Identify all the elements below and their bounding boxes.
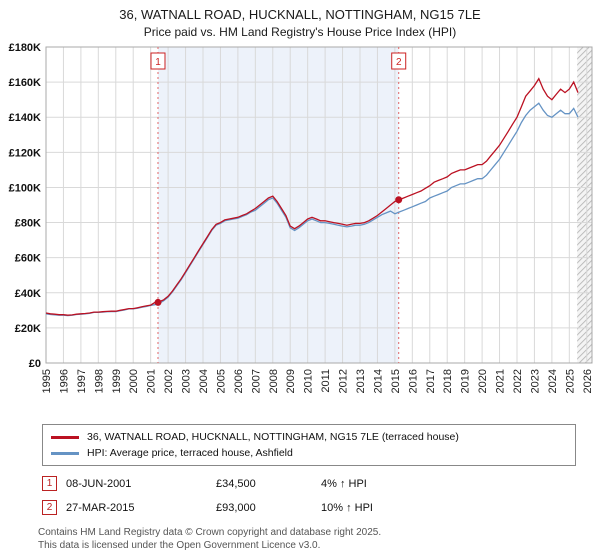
svg-text:2003: 2003 [181, 369, 193, 393]
svg-text:2021: 2021 [495, 369, 507, 393]
transaction-row: 1 08-JUN-2001 £34,500 4% ↑ HPI [42, 476, 600, 491]
page-subtitle: Price paid vs. HM Land Registry's House … [143, 25, 457, 39]
hpi-line-swatch [51, 451, 79, 455]
legend-label-hpi: HPI: Average price, terraced house, Ashf… [87, 447, 293, 459]
license-note: Contains HM Land Registry data © Crown c… [38, 527, 600, 552]
svg-text:2001: 2001 [146, 369, 158, 393]
svg-text:2012: 2012 [338, 369, 350, 393]
svg-text:1995: 1995 [41, 369, 53, 393]
svg-text:1996: 1996 [58, 369, 70, 393]
sale-annotation-box [391, 52, 407, 70]
svg-text:2017: 2017 [425, 369, 437, 393]
sale-point [154, 298, 162, 306]
transaction-2-marker: 2 [42, 500, 57, 515]
svg-text:£120K: £120K [9, 147, 41, 159]
svg-text:2014: 2014 [372, 369, 384, 393]
sale-annotation-box [150, 52, 166, 70]
svg-text:£100K: £100K [9, 182, 41, 194]
svg-text:1: 1 [155, 57, 161, 68]
svg-text:1998: 1998 [93, 369, 105, 393]
transaction-1-marker: 1 [42, 476, 57, 491]
svg-text:2018: 2018 [442, 369, 454, 393]
svg-text:£0: £0 [29, 358, 41, 370]
svg-text:2013: 2013 [355, 369, 367, 393]
svg-text:2000: 2000 [128, 369, 140, 393]
svg-text:2022: 2022 [512, 369, 524, 393]
transaction-list: 1 08-JUN-2001 £34,500 4% ↑ HPI 2 27-MAR-… [42, 476, 600, 515]
legend-label-property: 36, WATNALL ROAD, HUCKNALL, NOTTINGHAM, … [87, 431, 459, 443]
svg-text:2006: 2006 [233, 369, 245, 393]
svg-text:£160K: £160K [9, 77, 41, 89]
svg-text:£180K: £180K [9, 42, 41, 54]
svg-text:2023: 2023 [529, 369, 541, 393]
svg-text:1999: 1999 [111, 369, 123, 393]
svg-text:2010: 2010 [303, 369, 315, 393]
svg-text:1997: 1997 [76, 369, 88, 393]
svg-text:2009: 2009 [285, 369, 297, 393]
chart-legend: 36, WATNALL ROAD, HUCKNALL, NOTTINGHAM, … [42, 424, 576, 466]
svg-text:£40K: £40K [15, 288, 41, 300]
svg-text:£80K: £80K [15, 218, 41, 230]
transaction-1-delta: 4% ↑ HPI [321, 477, 367, 490]
transaction-2-date: 27-MAR-2015 [66, 501, 135, 514]
property-line-swatch [51, 435, 79, 439]
svg-text:2016: 2016 [407, 369, 419, 393]
svg-text:2002: 2002 [163, 369, 175, 393]
svg-text:£60K: £60K [15, 253, 41, 265]
transaction-2-delta: 10% ↑ HPI [321, 501, 373, 514]
legend-item-property: 36, WATNALL ROAD, HUCKNALL, NOTTINGHAM, … [51, 429, 567, 445]
legend-item-hpi: HPI: Average price, terraced house, Ashf… [51, 445, 567, 461]
svg-text:2005: 2005 [215, 369, 227, 393]
svg-text:2004: 2004 [198, 369, 210, 393]
price-paid-line [45, 77, 579, 316]
transaction-row: 2 27-MAR-2015 £93,000 10% ↑ HPI [42, 500, 600, 515]
svg-text:2026: 2026 [582, 369, 594, 393]
license-line-1: Contains HM Land Registry data © Crown c… [38, 527, 382, 538]
svg-text:2015: 2015 [390, 369, 402, 393]
svg-text:2019: 2019 [460, 369, 472, 393]
svg-text:2020: 2020 [477, 369, 489, 393]
price-history-chart: 1 2 £0 £20K £40K £60K £80K £100K £120K £140K £160K… [9, 42, 594, 393]
transaction-2-price: £93,000 [216, 501, 256, 514]
svg-text:2: 2 [396, 57, 402, 68]
plot-border [45, 46, 593, 364]
sale-point [395, 196, 403, 204]
svg-text:2007: 2007 [250, 369, 262, 393]
svg-text:2024: 2024 [547, 369, 559, 393]
transaction-1-date: 08-JUN-2001 [66, 477, 132, 490]
svg-text:2011: 2011 [320, 369, 332, 393]
svg-text:2025: 2025 [564, 369, 576, 393]
svg-text:£140K: £140K [9, 112, 41, 124]
transaction-1-price: £34,500 [216, 477, 256, 490]
page-title: 36, WATNALL ROAD, HUCKNALL, NOTTINGHAM, … [119, 7, 481, 22]
license-line-2: This data is licensed under the Open Gov… [38, 539, 321, 551]
svg-text:2008: 2008 [268, 369, 280, 393]
svg-text:£20K: £20K [15, 323, 41, 335]
